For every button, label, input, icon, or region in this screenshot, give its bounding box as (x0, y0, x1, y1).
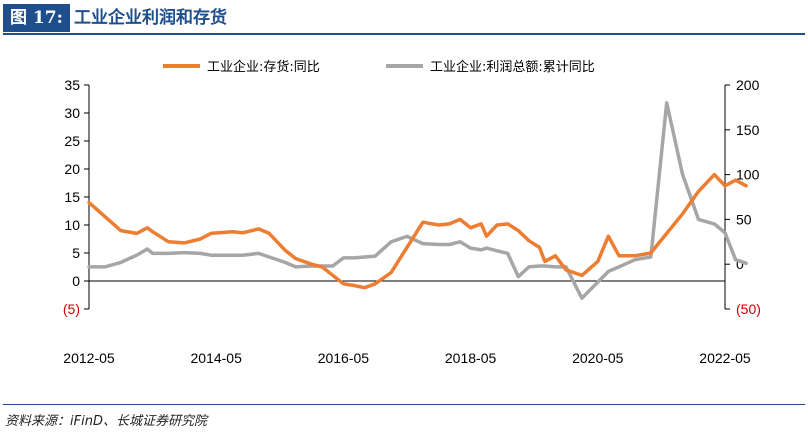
legend-label-profit: 工业企业:利润总额:累计同比 (430, 59, 595, 75)
left-tick-label: 35 (64, 77, 80, 93)
left-tick-label: 30 (64, 105, 80, 121)
series-line-profit (87, 101, 748, 300)
left-tick-label: 0 (72, 273, 80, 289)
right-tick-label: (50) (736, 301, 761, 317)
line-chart: 工业企业:存货:同比 工业企业:利润总额:累计同比 35302520151050… (63, 59, 761, 366)
legend-label-inventory: 工业企业:存货:同比 (207, 59, 320, 75)
x-tick-label: 2016-05 (318, 350, 370, 366)
series-line-inventory (87, 172, 748, 290)
source-note: 资料来源：iFinD、长城证券研究院 (5, 414, 207, 429)
x-tick-label: 2012-05 (63, 350, 115, 366)
left-tick-label: 5 (72, 245, 80, 261)
left-tick-label: 10 (64, 217, 80, 233)
series-layer (87, 101, 748, 300)
figure-title: 工业企业利润和存货 (74, 8, 227, 28)
figure-number-badge: 图 17: (3, 4, 70, 32)
left-tick-label: 25 (64, 133, 80, 149)
axes: 35302520151050(5)200150100500(50)2012-05… (63, 77, 761, 366)
figure-header: 图 17: 工业企业利润和存货 (0, 0, 808, 38)
right-tick-label: 0 (736, 256, 744, 272)
x-tick-label: 2014-05 (191, 350, 243, 366)
x-tick-label: 2018-05 (445, 350, 497, 366)
right-tick-label: 200 (736, 77, 760, 93)
x-tick-label: 2020-05 (572, 350, 624, 366)
right-tick-label: 150 (736, 122, 760, 138)
x-tick-label: 2022-05 (699, 350, 751, 366)
footer-rule (3, 404, 805, 405)
legend: 工业企业:存货:同比 工业企业:利润总额:累计同比 (163, 59, 595, 75)
left-tick-label: 20 (64, 161, 80, 177)
right-tick-label: 50 (736, 211, 752, 227)
left-tick-label: 15 (64, 189, 80, 205)
header-rule (3, 33, 805, 35)
left-tick-label: (5) (63, 301, 80, 317)
right-tick-label: 100 (736, 167, 760, 183)
